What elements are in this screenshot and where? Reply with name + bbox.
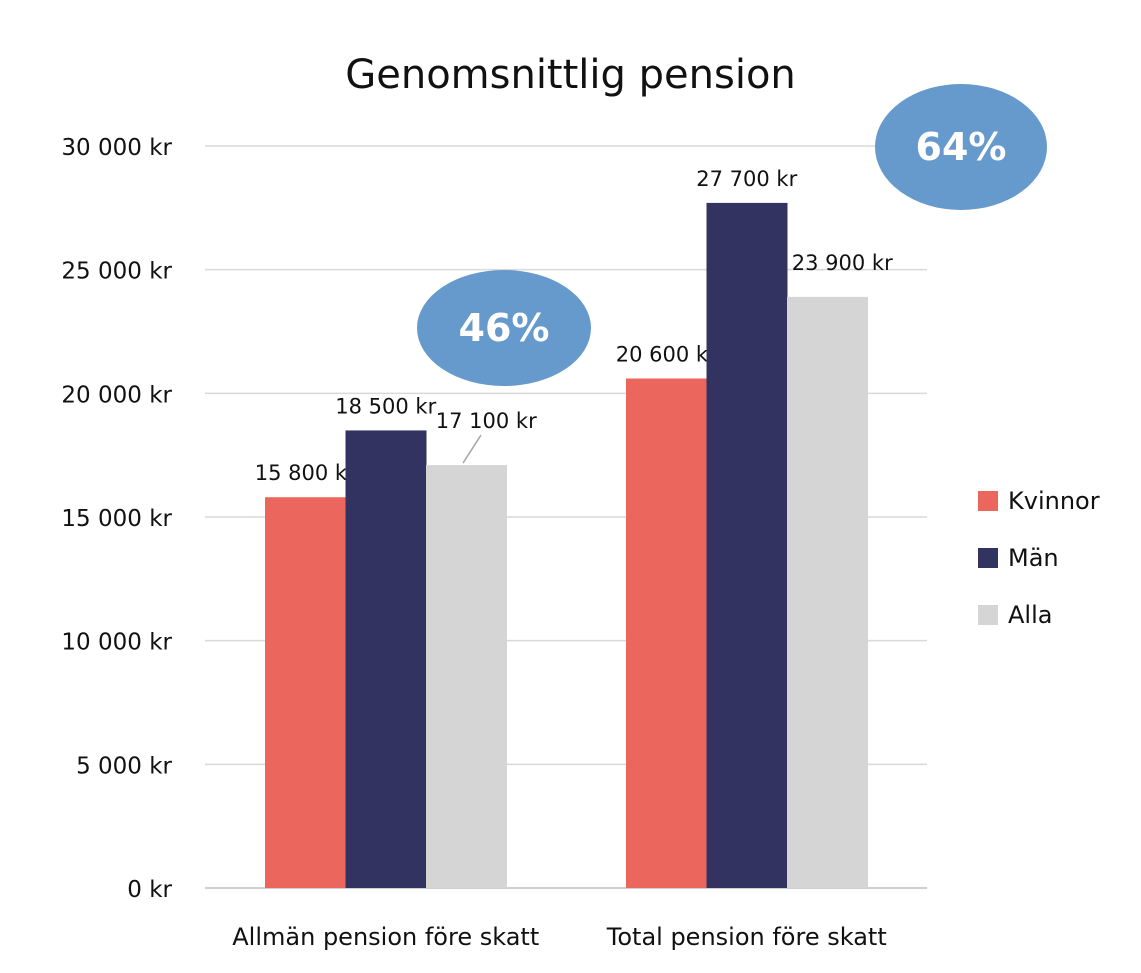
legend-swatch-man [978,547,998,568]
bar [345,430,427,888]
annotation-bubble-allman: 46% [417,270,591,386]
x-category-label: Total pension före skatt [606,923,887,951]
data-label: 17 100 kr [436,409,537,433]
y-tick-label: 30 000 kr [61,135,172,161]
y-tick-label: 0 kr [127,877,172,903]
data-label: 15 800 kr [255,461,356,485]
legend-item-kvinnor: Kvinnor [978,472,1100,529]
bar [265,497,346,888]
data-label: 27 700 kr [696,167,797,191]
legend-label-alla: Alla [1008,600,1053,629]
legend-swatch-kvinnor [978,490,998,511]
y-tick-label: 5 000 kr [76,753,172,779]
legend-item-alla: Alla [978,586,1100,643]
data-label: 23 900 kr [792,251,893,275]
annotation-text-allman: 46% [458,306,550,350]
bar [626,378,707,888]
legend: Kvinnor Män Alla [978,472,1100,643]
y-tick-label: 25 000 kr [61,259,172,285]
bar [787,296,868,889]
bar [706,202,788,889]
legend-item-man: Män [978,529,1100,586]
chart-title: Genomsnittlig pension [345,52,796,98]
bar [426,465,507,888]
annotation-bubble-total: 64% [875,84,1047,210]
data-label: 20 600 kr [616,342,717,366]
x-category-label: Allmän pension före skatt [232,923,539,951]
legend-label-kvinnor: Kvinnor [1008,486,1100,515]
legend-swatch-alla [978,604,998,625]
data-label: 18 500 kr [335,394,436,418]
leader-line [462,434,482,464]
legend-label-man: Män [1008,543,1059,572]
y-tick-label: 20 000 kr [61,382,172,408]
y-tick-label: 10 000 kr [61,630,172,656]
annotation-text-total: 64% [915,125,1007,169]
y-tick-label: 15 000 kr [61,506,172,532]
